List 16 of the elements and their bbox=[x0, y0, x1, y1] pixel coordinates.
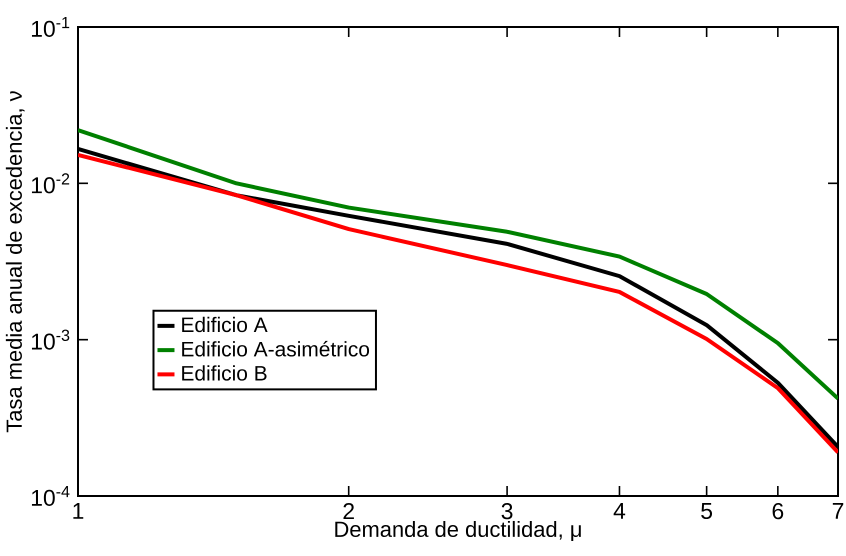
x-tick-label: 5 bbox=[701, 503, 712, 520]
y-tick-label: 10$^{-1}$ bbox=[32, 17, 70, 37]
x-tick-label: 6 bbox=[772, 503, 784, 520]
x-tick-label: 3 bbox=[502, 503, 512, 520]
x-tick-label: 2 bbox=[343, 503, 354, 520]
legend-label: Edificio A bbox=[182, 316, 268, 332]
legend-label: Edificio A-asimétrico bbox=[182, 340, 370, 357]
x-tick-label: 4 bbox=[614, 503, 626, 519]
legend-label: Edificio B bbox=[182, 365, 267, 381]
x-tick-label: 1 bbox=[73, 503, 84, 519]
x-tick-label: 7 bbox=[832, 503, 844, 519]
y-axis-title: Tasa media anual de excedencia, ν bbox=[6, 91, 25, 432]
y-tick-label: 10$^{-2}$ bbox=[32, 173, 70, 194]
x-axis-title: Demanda de ductilidad, μ bbox=[335, 520, 581, 542]
y-tick-label: 10$^{-4}$ bbox=[32, 486, 70, 506]
y-tick-label: 10$^{-3}$ bbox=[32, 330, 70, 350]
